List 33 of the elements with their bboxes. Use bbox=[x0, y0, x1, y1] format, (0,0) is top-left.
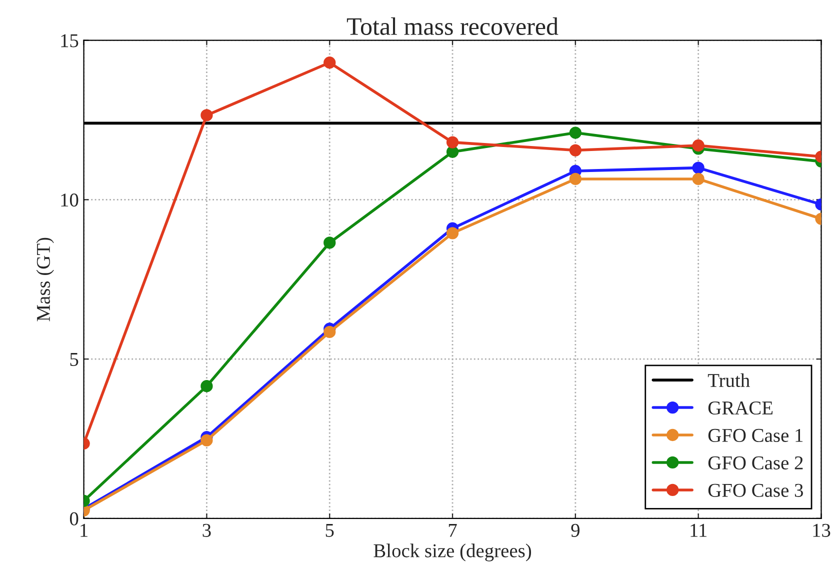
x-tick-label: 13 bbox=[813, 524, 830, 537]
x-tick-label: 1 bbox=[80, 524, 88, 537]
point bbox=[446, 227, 459, 240]
legend-label: GFO Case 3 bbox=[708, 484, 803, 497]
point bbox=[692, 139, 704, 152]
x-tick-label: 11 bbox=[690, 524, 707, 537]
point bbox=[569, 126, 582, 139]
y-axis-title: Mass (GT) bbox=[36, 238, 54, 322]
legend-label: GFO Case 1 bbox=[708, 428, 803, 442]
point bbox=[692, 172, 704, 186]
point bbox=[569, 172, 582, 186]
point bbox=[324, 56, 336, 69]
legend-label: GRACE bbox=[708, 401, 773, 415]
point bbox=[324, 326, 336, 338]
point bbox=[200, 434, 213, 446]
x-tick-label: 9 bbox=[571, 524, 580, 537]
x-tick-label: 7 bbox=[448, 524, 457, 537]
y-tick-label: 15 bbox=[61, 34, 78, 48]
y-tick-label: 0 bbox=[70, 512, 78, 526]
x-tick-label: 5 bbox=[326, 524, 334, 537]
x-tick-label: 3 bbox=[202, 524, 211, 537]
y-tick-label: 10 bbox=[61, 193, 78, 207]
point bbox=[692, 162, 704, 174]
point bbox=[200, 109, 213, 122]
point bbox=[569, 144, 582, 156]
point bbox=[200, 380, 213, 392]
legend-label: Truth bbox=[708, 373, 750, 388]
point bbox=[324, 236, 336, 249]
legend-label: GFO Case 2 bbox=[708, 456, 803, 470]
y-tick-label: 5 bbox=[70, 353, 78, 366]
x-axis-title: Block size (degrees) bbox=[374, 544, 532, 562]
point bbox=[446, 136, 459, 148]
chart-title: Total mass recovered bbox=[346, 17, 558, 36]
